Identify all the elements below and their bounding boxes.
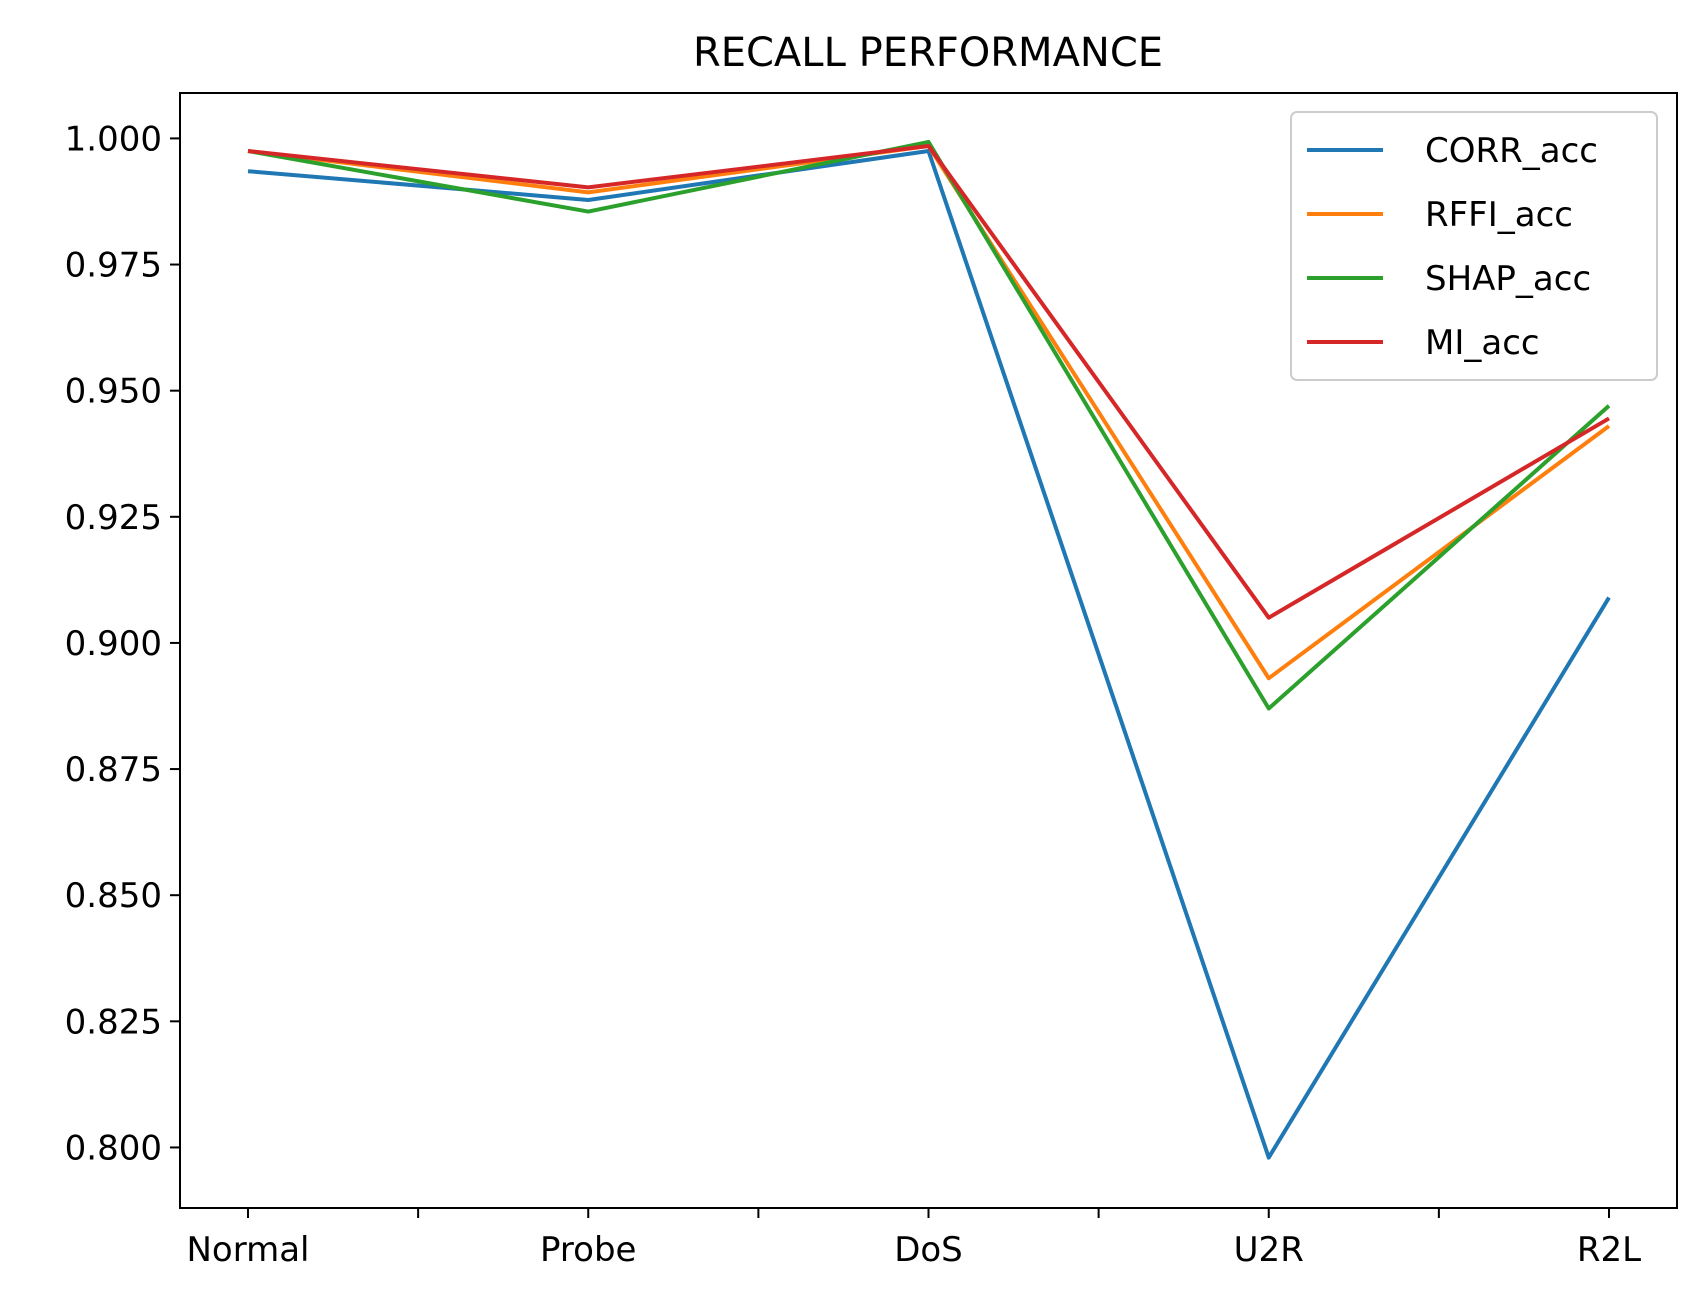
y-tick-label-1: 0.825 [65,1002,162,1042]
x-tick-label-dos: DoS [894,1230,963,1270]
y-tick-label-4: 0.900 [65,624,162,664]
y-tick-label-3: 0.875 [65,750,162,790]
legend: CORR_acc RFFI_acc SHAP_acc MI_acc [1290,111,1658,381]
y-tick-label-5: 0.925 [65,498,162,538]
series-lines [247,139,1611,1160]
legend-label-shap-acc: SHAP_acc [1425,259,1591,299]
plot-area-frame [179,92,1678,1209]
x-tick-label-r2l: R2L [1577,1230,1641,1270]
chart-title: RECALL PERFORMANCE [693,30,1163,76]
axis-ticks: Normal Probe DoS U2R R2L 0.800 0.825 0.850 0.875… [65,119,1641,1270]
series-line-shap-acc [247,139,1611,711]
legend-label-mi-acc: MI_acc [1425,323,1540,363]
y-tick-label-8: 1.000 [65,119,162,159]
x-tick-label-probe: Probe [540,1230,636,1270]
y-tick-label-6: 0.950 [65,372,162,412]
x-tick-label-normal: Normal [186,1230,309,1270]
y-tick-label-0: 0.800 [65,1128,162,1168]
legend-label-rffi-acc: RFFI_acc [1425,195,1573,235]
y-tick-label-2: 0.850 [65,876,162,916]
x-tick-label-u2r: U2R [1234,1230,1304,1270]
legend-label-corr-acc: CORR_acc [1425,131,1598,171]
series-line-mi-acc [247,143,1611,620]
legend-box [1290,111,1658,381]
y-tick-label-7: 0.975 [65,246,162,286]
